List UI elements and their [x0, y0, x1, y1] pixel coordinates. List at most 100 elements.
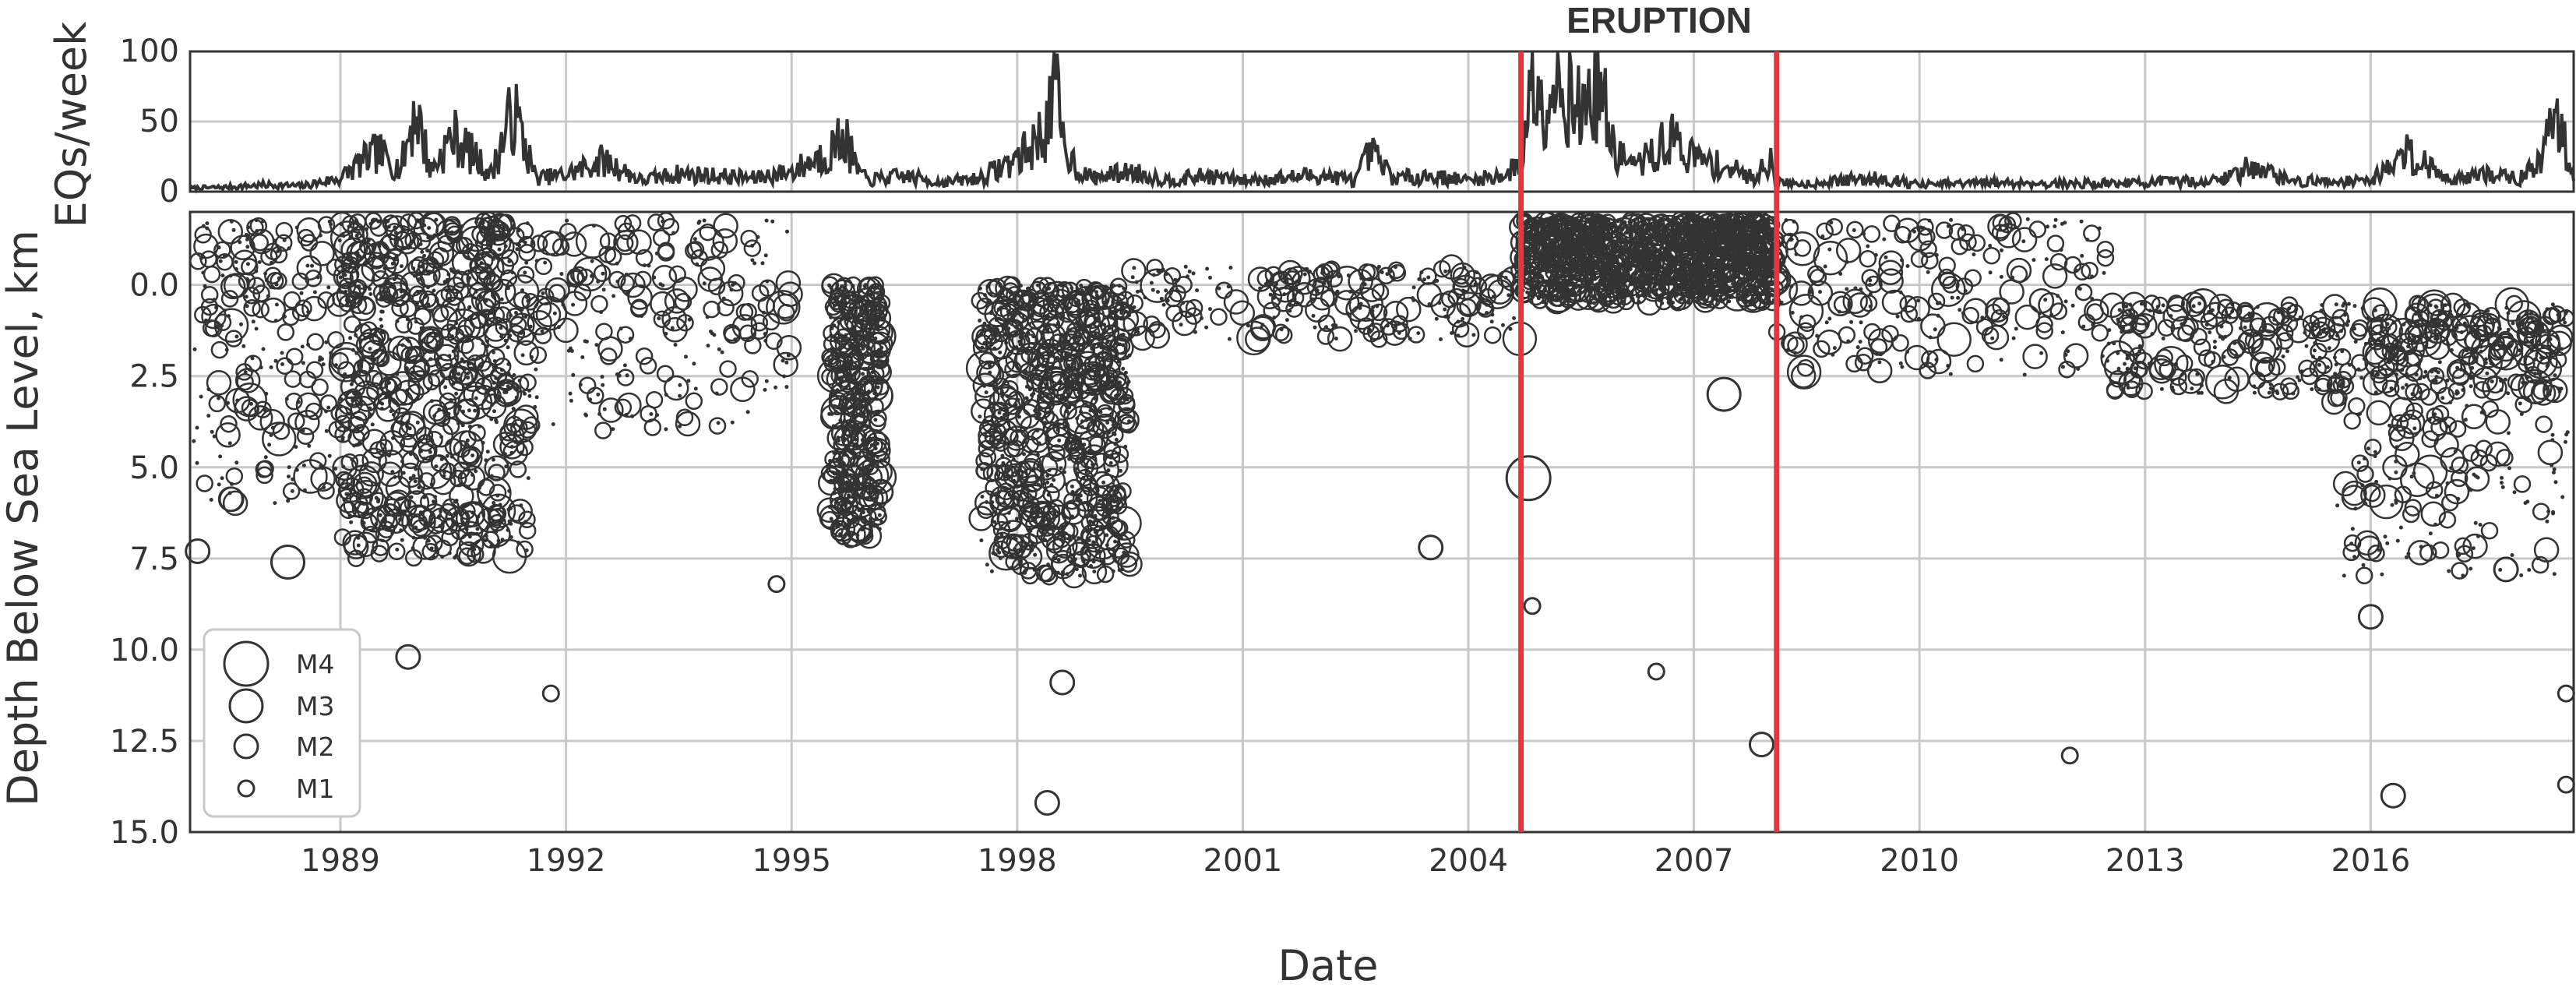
earthquake-circle: [1813, 340, 1831, 358]
earthquake-dot: [1394, 265, 1397, 270]
earthquake-circle: [1891, 334, 1909, 352]
earthquake-dot: [327, 453, 332, 458]
earthquake-circle: [593, 264, 611, 283]
earthquake-circle: [509, 460, 527, 478]
earthquake-dot: [770, 219, 775, 224]
earthquake-dot: [245, 304, 249, 309]
earthquake-dot: [454, 391, 459, 396]
earthquake-dot: [318, 358, 322, 362]
earthquake-circle: [854, 481, 879, 508]
earthquake-dot: [615, 372, 619, 376]
earthquake-circle: [730, 376, 756, 403]
earthquake-dot: [2366, 316, 2370, 320]
earthquake-dot: [862, 391, 867, 396]
earthquake-dot: [664, 331, 668, 336]
earthquake-circle: [1432, 259, 1451, 278]
earthquake-dot: [1107, 430, 1111, 435]
earthquake-dot: [844, 333, 848, 337]
earthquake-dot: [1358, 302, 1363, 306]
earthquake-circle: [235, 363, 253, 381]
earthquake-dot: [1446, 315, 1450, 319]
earthquake-dot: [1752, 300, 1757, 305]
earthquake-circle: [215, 421, 241, 448]
earthquake-dot: [492, 241, 496, 245]
earthquake-dot: [492, 500, 496, 505]
earthquake-circle: [1129, 325, 1155, 351]
earthquake-dot: [1046, 492, 1051, 497]
earthquake-circle: [372, 284, 391, 302]
earthquake-dot: [1161, 267, 1165, 272]
earthquake-dot: [1037, 394, 1041, 398]
earthquake-circle: [335, 471, 353, 489]
earthquake-dot: [876, 441, 879, 446]
earthquake-dot: [485, 450, 490, 454]
earthquake-dot: [1049, 483, 1054, 487]
earthquake-circle: [477, 507, 502, 533]
earthquake-dot: [1895, 314, 1900, 319]
earthquake-dot: [1501, 323, 1505, 327]
earthquake-dot: [993, 510, 998, 515]
earthquake-circle: [1000, 534, 1027, 559]
earthquake-circle: [999, 373, 1035, 408]
earthquake-dot: [534, 395, 539, 400]
earthquake-dot: [481, 354, 485, 358]
earthquake-circle: [404, 346, 423, 365]
earthquake-dot: [1567, 289, 1572, 294]
earthquake-dot: [838, 418, 843, 422]
earthquake-dot: [2423, 369, 2428, 374]
earthquake-dot: [1697, 224, 1701, 228]
earthquake-dot: [869, 325, 874, 330]
earthquake-dot: [473, 408, 477, 413]
earthquake-dot: [1532, 274, 1537, 279]
earthquake-dot: [1090, 514, 1094, 519]
earthquake-circle: [1052, 533, 1078, 559]
earthquake-circle: [216, 253, 234, 271]
earthquake-circle: [509, 316, 527, 334]
earthquake-dot: [1818, 290, 1822, 294]
earthquake-dot: [218, 259, 223, 263]
earthquake-dot: [1187, 270, 1192, 273]
earthquake-dot: [451, 520, 456, 525]
earthquake-circle: [997, 355, 1015, 374]
earthquake-dot: [1095, 488, 1100, 493]
earthquake-circle: [1087, 520, 1105, 538]
earthquake-dot: [1693, 231, 1698, 235]
earthquake-dot: [499, 334, 504, 339]
earthquake-dot: [477, 424, 481, 428]
earthquake-dot: [1461, 316, 1465, 321]
earthquake-dot: [395, 385, 400, 390]
earthquake-circle: [820, 510, 839, 529]
earthquake-dot: [1074, 567, 1079, 572]
earthquake-dot: [255, 229, 259, 233]
earthquake-dot: [514, 395, 519, 400]
earthquake-circle: [453, 360, 479, 386]
earthquake-dot: [468, 425, 473, 429]
earthquake-dot: [1972, 252, 1976, 257]
earthquake-circle: [1078, 310, 1096, 328]
earthquake-circle: [1371, 283, 1390, 302]
earthquake-dot: [1272, 316, 1277, 320]
earthquake-dot: [1490, 312, 1495, 317]
earthquake-dot: [763, 387, 767, 392]
earthquake-dot: [440, 555, 445, 559]
earthquake-dot: [1868, 283, 1873, 287]
earthquake-dot: [1117, 568, 1122, 573]
earthquake-dot: [2014, 326, 2018, 331]
earthquake-dot: [2317, 362, 2321, 367]
earthquake-circle: [759, 279, 777, 298]
earthquake-dot: [270, 425, 275, 430]
earthquake-dot: [377, 244, 382, 249]
earthquake-circle: [513, 340, 539, 366]
earthquake-dot: [1005, 394, 1010, 398]
earthquake-dot: [2564, 311, 2568, 316]
earthquake-circle: [830, 391, 848, 410]
earthquake-circle: [1146, 259, 1164, 277]
earthquake-circle: [1086, 506, 1112, 531]
earthquake-dot: [354, 218, 358, 223]
earthquake-circle: [251, 233, 269, 252]
earthquake-circle: [988, 316, 1006, 334]
earthquake-circle: [260, 248, 278, 266]
earthquake-dot: [1119, 468, 1123, 473]
earthquake-dot: [1132, 305, 1136, 309]
earthquake-dot: [413, 479, 418, 484]
